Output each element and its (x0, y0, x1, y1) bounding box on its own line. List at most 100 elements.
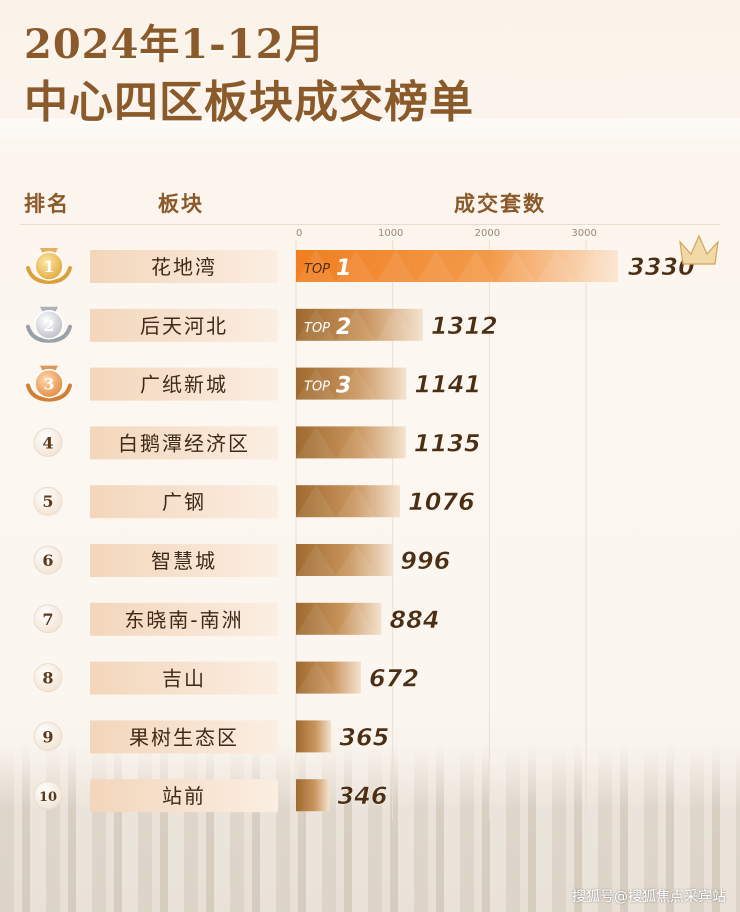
rank-column-header: 排名 (24, 192, 70, 216)
block-name: 白鹅潭经济区 (118, 431, 250, 455)
block-label-background (90, 720, 278, 754)
value-label: 884 (389, 606, 439, 634)
bar-facet (336, 485, 376, 518)
crown-icon (679, 234, 719, 265)
bar-facet (336, 367, 376, 400)
bar-facet (336, 602, 376, 635)
bronze-medal-icon (34, 368, 64, 399)
block-column-header: 板块 (158, 192, 204, 216)
bar-facet (336, 544, 376, 576)
rank-badge-icon (33, 427, 63, 457)
bar (296, 544, 393, 576)
medal-laurel-icon (26, 383, 72, 402)
title-line-1: 2024年1-12月 (24, 21, 326, 68)
value-label: 996 (400, 547, 450, 575)
value-label: 365 (339, 723, 389, 751)
city-skyline-background (0, 742, 740, 912)
block-name: 站前 (162, 784, 206, 808)
bar-facet (336, 308, 376, 341)
block-label-background (90, 426, 278, 460)
bar-facet (296, 602, 336, 635)
top-badge-number: 2 (336, 315, 351, 340)
rank-number: 8 (42, 669, 53, 688)
ranking-row: 6 智慧城 996 (33, 544, 451, 577)
x-tick-label: 2000 (475, 228, 500, 239)
rank-badge-icon (33, 663, 63, 693)
value-label: 1076 (408, 488, 475, 516)
bar-facet (416, 250, 456, 282)
bar-facet (536, 250, 576, 282)
rank-number: 7 (42, 610, 53, 629)
bar (296, 485, 401, 518)
bar (296, 250, 618, 282)
bar (296, 720, 332, 753)
bar-facet (296, 426, 336, 459)
bar-facet (336, 250, 376, 282)
block-label-background (90, 661, 278, 695)
header-band (0, 118, 740, 158)
watermark: 搜狐号@搜狐焦点采宾站 (572, 889, 726, 905)
block-label-background (90, 779, 278, 813)
top-badge-text: TOP (304, 262, 330, 277)
block-label-background (90, 367, 278, 401)
bar-facet (296, 250, 336, 282)
ranking-row: 7 东晓南-南洲 884 (33, 602, 440, 636)
value-label: 3330 (628, 253, 695, 281)
ranking-row: 8 吉山 672 (33, 661, 419, 695)
ranking-row: 4 白鹅潭经济区 1135 (33, 426, 481, 460)
bar (296, 367, 407, 400)
x-tick-label: 1000 (378, 228, 403, 239)
ranking-row: 9 果树生态区 365 (33, 720, 390, 754)
block-name: 果树生态区 (129, 725, 239, 749)
rank-number: 1 (43, 257, 54, 276)
block-label-background (90, 485, 278, 519)
top-badge-text: TOP (304, 380, 330, 395)
value-label: 1312 (431, 312, 498, 340)
rank-number: 4 (42, 433, 53, 452)
value-label: 346 (337, 782, 387, 810)
rank-badge-icon (33, 545, 63, 575)
ranking-row: 5 广钢 1076 (33, 485, 475, 519)
header-divider (20, 224, 720, 225)
rank-number: 9 (42, 727, 53, 746)
bar-facet (456, 250, 496, 282)
title-line-2: 中心四区板块成交榜单 (24, 77, 474, 128)
block-name: 广钢 (162, 490, 206, 514)
bar-facet (296, 367, 336, 400)
bar-facet (296, 308, 336, 341)
top-badge-text: TOP (304, 321, 330, 336)
bar-facet (376, 250, 416, 282)
rank-badge-icon (33, 721, 63, 751)
bar-facet (376, 308, 416, 341)
bar (296, 308, 423, 341)
x-tick-label: 3000 (571, 228, 596, 239)
bar-facet (576, 250, 616, 282)
rank-number: 2 (43, 316, 54, 335)
value-label: 672 (369, 665, 419, 693)
block-label-background (90, 544, 278, 577)
rank-badge-icon (33, 486, 63, 516)
block-name: 广纸新城 (140, 373, 228, 397)
block-name: 东晓南-南洲 (124, 608, 243, 632)
bar (296, 426, 406, 459)
block-label-background (90, 308, 278, 342)
bar-facet (336, 426, 376, 459)
ranking-row: 10 站前 346 (33, 779, 388, 813)
rank-number: 5 (42, 492, 53, 511)
bar (296, 661, 361, 694)
ranking-row: 2 后天河北 TOP 2 1312 (26, 306, 498, 343)
medal-laurel-icon (26, 324, 72, 343)
block-name: 吉山 (162, 667, 206, 691)
block-name: 花地湾 (151, 255, 217, 279)
block-label-background (90, 250, 278, 283)
medal-laurel-icon (26, 266, 72, 285)
silver-medal-icon (34, 310, 64, 340)
bar (296, 602, 382, 635)
rank-number: 10 (39, 790, 57, 805)
value-label: 1141 (414, 371, 481, 399)
ranking-row: 1 花地湾 TOP 1 3330 (26, 234, 719, 285)
bar-facet (296, 661, 336, 694)
bar-facet (296, 485, 336, 518)
rank-number: 3 (43, 375, 54, 394)
